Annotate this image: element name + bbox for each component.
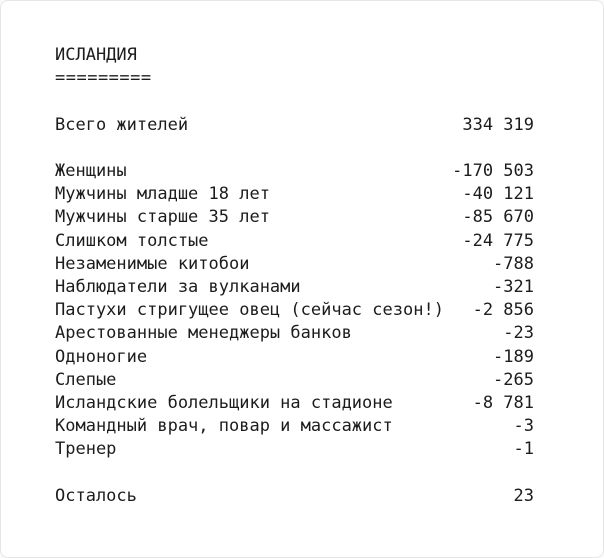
stat-value: -2 856 xyxy=(472,300,534,321)
stat-label: Одноногие xyxy=(55,346,148,367)
stat-row: Командный врач, повар и массажист -3 xyxy=(55,415,534,438)
stat-value: -40 121 xyxy=(462,184,534,205)
stat-value: -321 xyxy=(493,277,534,297)
stat-value: -1 xyxy=(513,439,534,460)
remainder-label: Осталось xyxy=(55,485,137,506)
stat-value: -23 xyxy=(503,323,534,344)
stat-label: Слепые xyxy=(55,369,117,390)
stat-value: -24 775 xyxy=(462,230,534,251)
spacer xyxy=(55,90,534,113)
stat-row: Женщины -170 503 xyxy=(55,160,534,183)
stat-label: Мужчины старше 35 лет xyxy=(55,207,270,228)
note-title: ИСЛАНДИЯ xyxy=(55,45,137,65)
stat-label: Арестованные менеджеры банков xyxy=(55,323,352,344)
total-value: 334 319 xyxy=(462,114,534,135)
stat-row: Исландские болельщики на стадионе -8 781 xyxy=(55,392,534,415)
total-row: Всего жителей 334 319 xyxy=(55,114,534,137)
stat-label: Командный врач, повар и массажист xyxy=(55,416,393,437)
remainder-row: Осталось 23 xyxy=(55,485,534,508)
stat-value: -189 xyxy=(493,346,534,367)
stat-row: Тренер -1 xyxy=(55,438,534,461)
stat-row: Мужчины старше 35 лет -85 670 xyxy=(55,206,534,229)
title-underline-row: ========= xyxy=(55,67,534,90)
stat-value: -265 xyxy=(493,369,534,390)
spacer xyxy=(55,462,534,485)
total-label: Всего жителей xyxy=(55,114,189,135)
stat-row: Арестованные менеджеры банков -23 xyxy=(55,322,534,345)
stat-row: Одноногие -189 xyxy=(55,346,534,369)
stat-label: Слишком толстые xyxy=(55,230,209,251)
stat-label: Тренер xyxy=(55,439,117,460)
stat-value: -788 xyxy=(493,253,534,274)
note-title-row: ИСЛАНДИЯ xyxy=(55,44,534,67)
stat-row: Наблюдатели за вулканами -321 xyxy=(55,276,534,299)
stat-label: Пастухи стригущее овец (сейчас сезон!) xyxy=(55,300,444,321)
stat-row: Слишком толстые -24 775 xyxy=(55,230,534,253)
stat-row: Мужчины младше 18 лет -40 121 xyxy=(55,183,534,206)
remainder-value: 23 xyxy=(513,485,534,506)
stat-value: -170 503 xyxy=(452,160,534,181)
stat-value: -3 xyxy=(513,416,534,437)
stat-row: Слепые -265 xyxy=(55,369,534,392)
stat-label: Незаменимые китобои xyxy=(55,253,250,274)
stat-label: Наблюдатели за вулканами xyxy=(55,277,301,297)
stat-value: -8 781 xyxy=(472,393,534,414)
stat-row: Пастухи стригущее овец (сейчас сезон!) -… xyxy=(55,299,534,322)
stat-label: Мужчины младше 18 лет xyxy=(55,184,270,205)
stat-value: -85 670 xyxy=(462,207,534,228)
stat-row: Незаменимые китобои -788 xyxy=(55,253,534,276)
stat-label: Исландские болельщики на стадионе xyxy=(55,393,393,414)
stat-label: Женщины xyxy=(55,160,127,181)
spacer xyxy=(55,137,534,160)
title-underline: ========= xyxy=(55,68,152,89)
